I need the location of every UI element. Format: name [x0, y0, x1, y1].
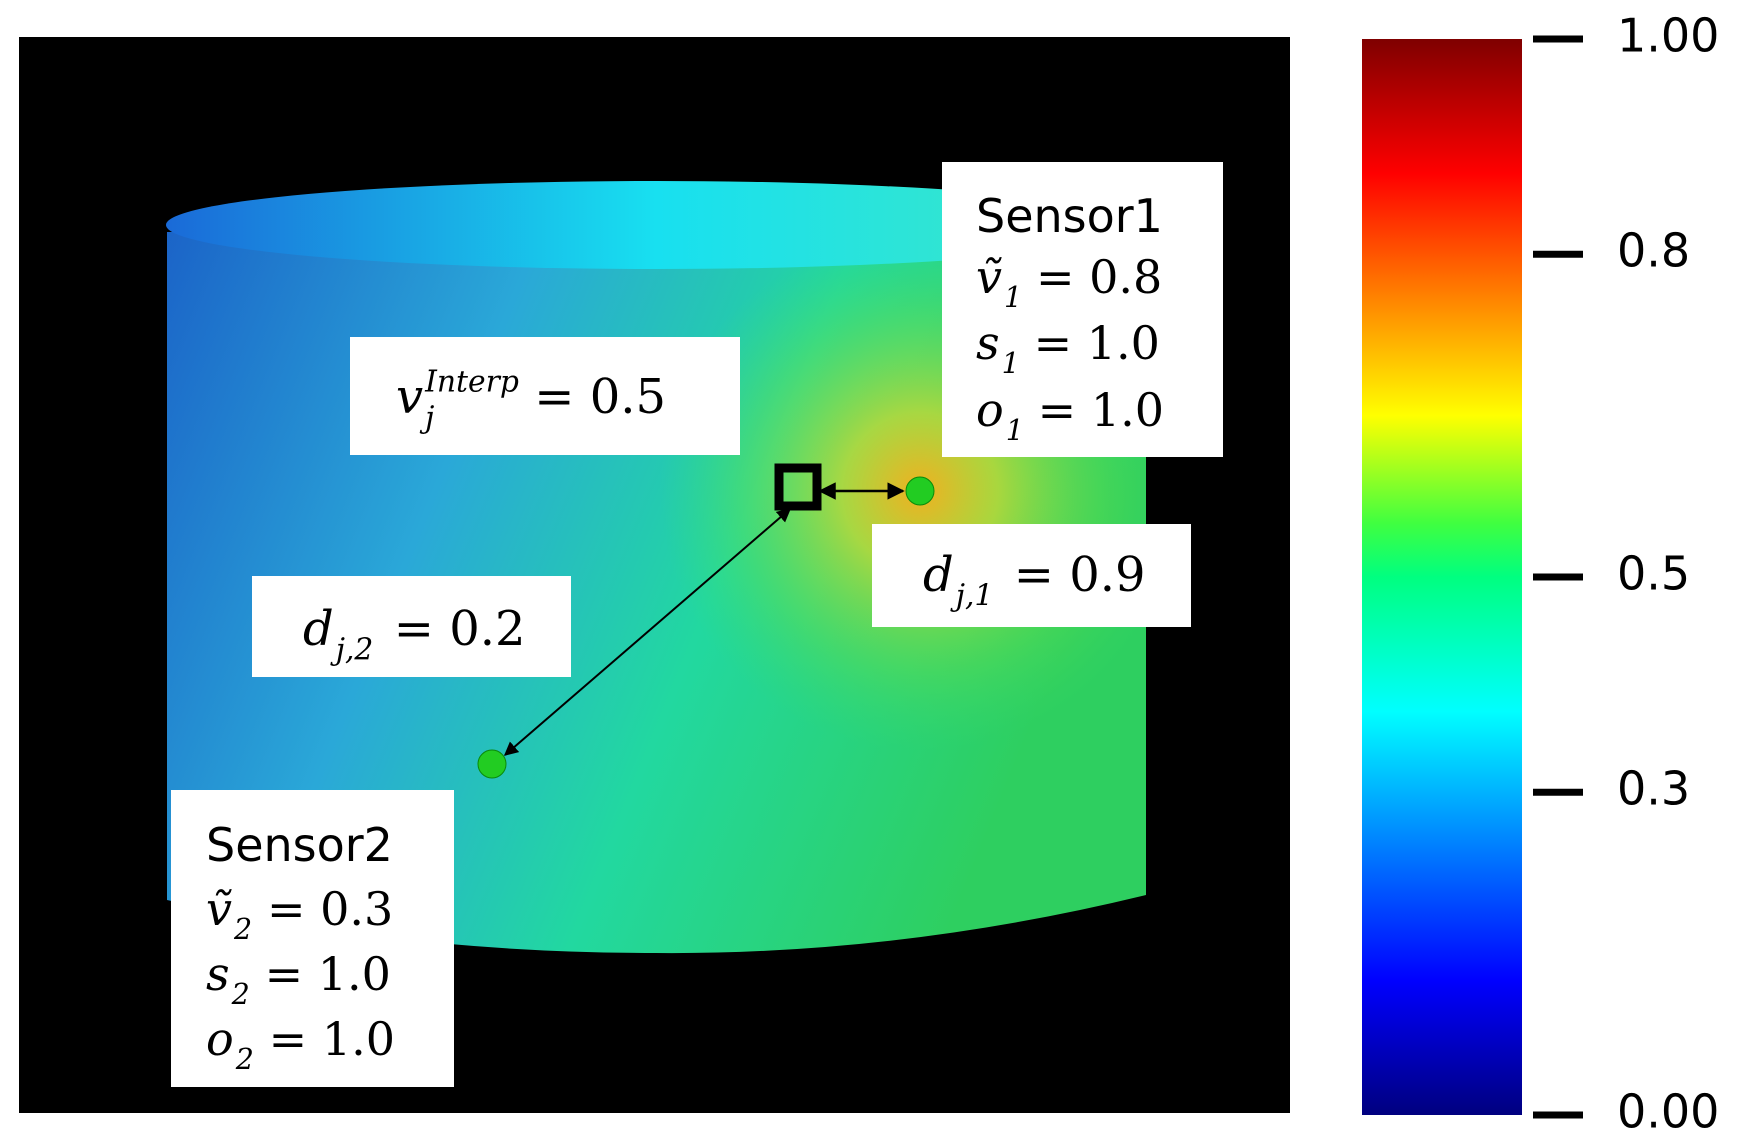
sensor2-title: Sensor2 [206, 818, 393, 872]
sensor2-point [477, 749, 507, 779]
sensor2-line-symbol: ṽ [206, 882, 232, 936]
sensor2-line-subscript: 2 [235, 1043, 254, 1076]
sensor1-line-symbol: o [976, 383, 1004, 437]
sensor2-line-value: = 1.0 [265, 947, 391, 1001]
colorbar-tick-label: 0.5 [1617, 547, 1690, 601]
sensor2-line-value: = 1.0 [269, 1012, 395, 1066]
interp-box [350, 337, 740, 455]
sensor1-point [905, 476, 935, 506]
colorbar [1362, 39, 1522, 1115]
sensor2-line-symbol: s [206, 947, 230, 1001]
distance2-subscript: j,2 [330, 632, 374, 667]
distance1-value: = 0.9 [1014, 547, 1146, 603]
interp-superscript: Interp [424, 364, 519, 399]
distance2-symbol: d [303, 601, 334, 657]
sensor1-line-value: = 1.0 [1034, 316, 1160, 370]
distance1-subscript: j,1 [950, 578, 994, 613]
sensor2-box [171, 790, 454, 1087]
interp-value: = 0.5 [534, 369, 666, 425]
sensor1-line-value: = 0.8 [1036, 250, 1162, 304]
interp-point [774, 463, 822, 511]
sensor1-line-subscript: 1 [1002, 347, 1020, 380]
sensor1-line-value: = 1.0 [1038, 383, 1164, 437]
sensor2-line-value: = 0.3 [267, 882, 393, 936]
sensor1-line-symbol: s [976, 316, 1000, 370]
colorbar-tick-label: 0.3 [1617, 762, 1690, 816]
cylinder-top [166, 181, 1146, 269]
sensor2-line-symbol: o [206, 1012, 234, 1066]
distance2-value: = 0.2 [394, 601, 526, 657]
distance1-box [872, 524, 1191, 627]
interp-symbol: v [396, 369, 423, 425]
sensor2-line-subscript: 2 [233, 913, 252, 946]
colorbar-tick-label: 1.00 [1617, 9, 1719, 63]
annotations [171, 162, 1223, 1087]
distance1-symbol: d [923, 547, 954, 603]
sensor2-line-subscript: 2 [231, 978, 250, 1011]
distance2-box [252, 576, 571, 677]
sensor1-line-symbol: ṽ [976, 250, 1002, 304]
colorbar-tick-label: 0.00 [1617, 1085, 1719, 1139]
sensor1-box [942, 162, 1223, 457]
sensor1-title: Sensor1 [976, 189, 1163, 243]
distance-arrow-2 [503, 508, 792, 756]
colorbar-tick-label: 0.8 [1617, 224, 1690, 278]
sensor1-line-subscript: 1 [1004, 281, 1022, 314]
sensor1-line-subscript: 1 [1006, 414, 1024, 447]
